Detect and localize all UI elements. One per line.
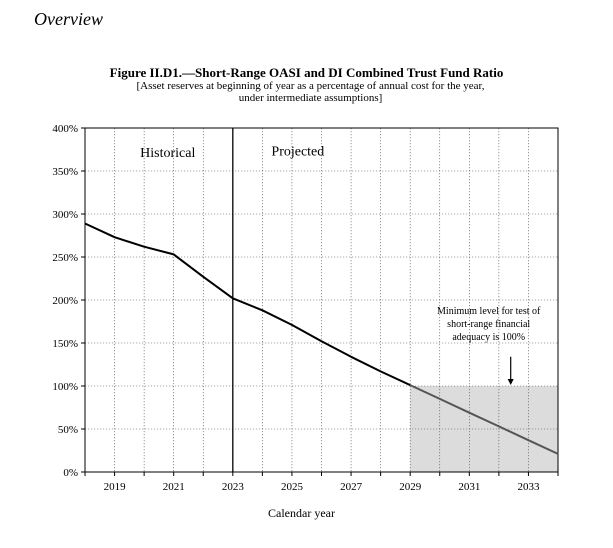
figure-subtitle: [Asset reserves at beginning of year as … [0,80,613,104]
y-tick-label: 250% [52,252,78,264]
y-tick-label: 0% [63,467,78,479]
x-tick-label: 2027 [340,481,363,493]
y-tick-label: 300% [52,209,78,221]
ratio-line-above-threshold [84,222,411,387]
annotation-text-line: short-range financial [447,319,530,330]
x-tick-label: 2029 [399,481,422,493]
y-tick-label: 100% [52,381,78,393]
figure-title: Figure II.D1.—Short-Range OASI and DI Co… [109,65,504,80]
annotation-arrowhead [507,379,514,385]
x-tick-label: 2021 [163,481,185,493]
x-tick-label: 2019 [104,481,127,493]
x-tick-label: 2025 [281,481,304,493]
section-title: Overview [34,9,103,29]
y-tick-label: 200% [52,295,78,307]
figure-subtitle-line-1: [Asset reserves at beginning of year as … [136,80,485,92]
y-tick-label: 150% [52,338,78,350]
x-axis-title: Calendar year [268,506,335,520]
historical-label: Historical [140,146,195,161]
y-tick-label: 50% [58,424,78,436]
y-tick-label: 400% [52,123,78,135]
figure-subtitle-line-2: under intermediate assumptions] [238,92,383,104]
ratio-line-below-threshold [409,384,559,455]
annotation-text-line: adequacy is 100% [452,332,525,343]
x-tick-label: 2031 [458,481,480,493]
x-tick-label: 2033 [517,481,540,493]
projected-label: Projected [271,145,324,160]
y-tick-label: 350% [52,166,78,178]
x-tick-label: 2023 [222,481,245,493]
annotation-text-line: Minimum level for test of [437,306,541,317]
